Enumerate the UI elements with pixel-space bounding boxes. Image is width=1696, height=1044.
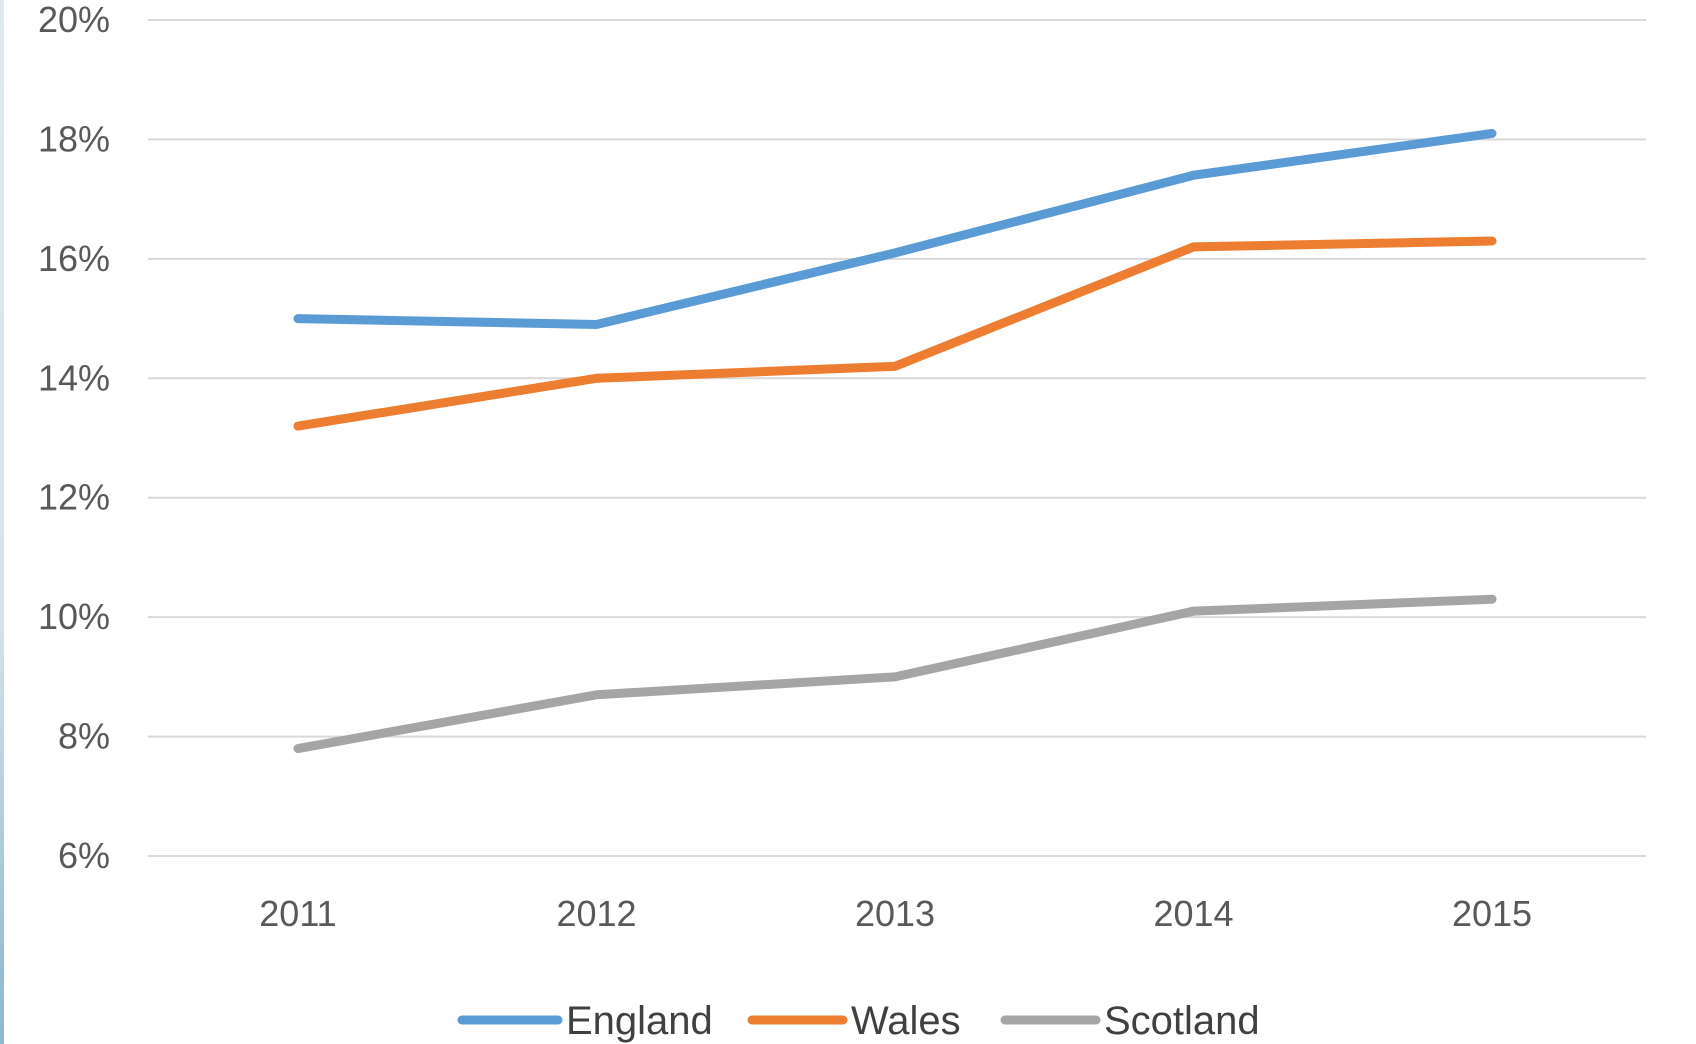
legend: England Wales Scotland (457, 999, 1260, 1043)
x-tick-label: 2015 (1452, 893, 1532, 934)
series-line-england (293, 128, 1497, 330)
y-axis-tick-labels: 6% 8% 10% 12% 14% 16% 18% 20% (38, 0, 110, 876)
x-tick-label: 2012 (556, 893, 636, 934)
legend-label-england: England (566, 999, 713, 1043)
legend-label-wales: Wales (851, 999, 961, 1043)
y-tick-label: 14% (38, 357, 110, 398)
window-edge (0, 0, 4, 1044)
y-tick-label: 20% (38, 0, 110, 40)
series-line-wales (293, 236, 1497, 431)
series-line-scotland (293, 594, 1497, 754)
x-tick-label: 2011 (259, 893, 336, 934)
series-lines (293, 128, 1497, 754)
y-tick-label: 8% (58, 716, 110, 757)
y-tick-label: 12% (38, 477, 110, 518)
x-tick-label: 2014 (1153, 893, 1233, 934)
legend-label-scotland: Scotland (1104, 999, 1260, 1043)
gridlines (148, 19, 1646, 857)
x-axis-tick-labels: 2011 2012 2013 2014 2015 (259, 893, 1532, 934)
x-tick-label: 2013 (855, 893, 935, 934)
y-tick-label: 16% (38, 238, 110, 279)
y-tick-label: 18% (38, 118, 110, 159)
y-tick-label: 10% (38, 596, 110, 637)
y-tick-label: 6% (58, 835, 110, 876)
